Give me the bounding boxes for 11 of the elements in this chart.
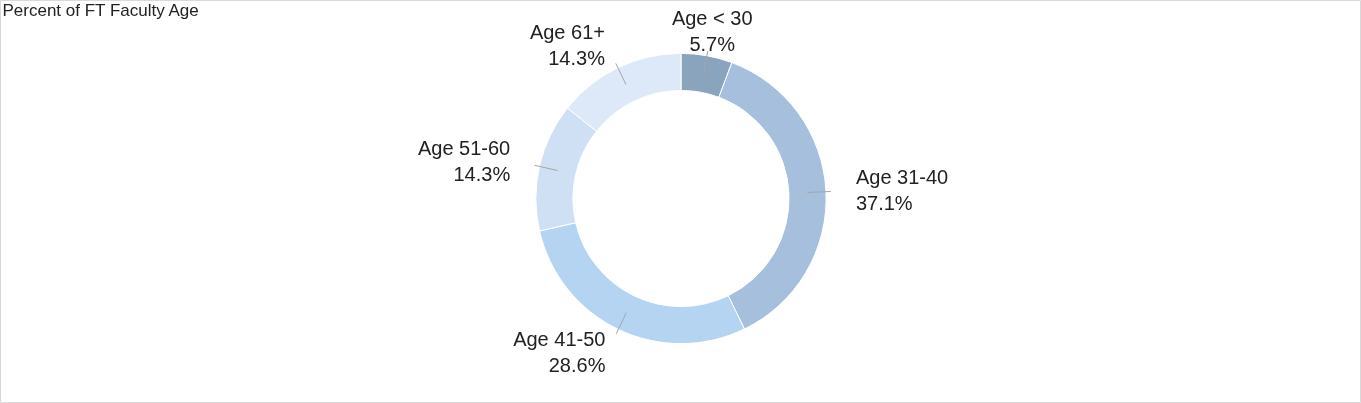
data-label: 28.6% bbox=[548, 353, 606, 376]
data-label: 14.3% bbox=[453, 162, 511, 185]
text: Percent of FT Faculty Age bbox=[2, 0, 199, 20]
data-label: 14.3% bbox=[548, 47, 606, 70]
slice-label: Age 31-40 bbox=[855, 166, 949, 189]
slice-label: Age < 30 bbox=[671, 7, 753, 30]
slice-label: Age 61+ bbox=[529, 21, 605, 44]
slice-label: Age 51-60 bbox=[417, 136, 511, 159]
data-label: 37.1% bbox=[855, 192, 913, 215]
slice-label: Age 41-50 bbox=[513, 327, 606, 350]
data-label: 5.7% bbox=[689, 33, 736, 56]
